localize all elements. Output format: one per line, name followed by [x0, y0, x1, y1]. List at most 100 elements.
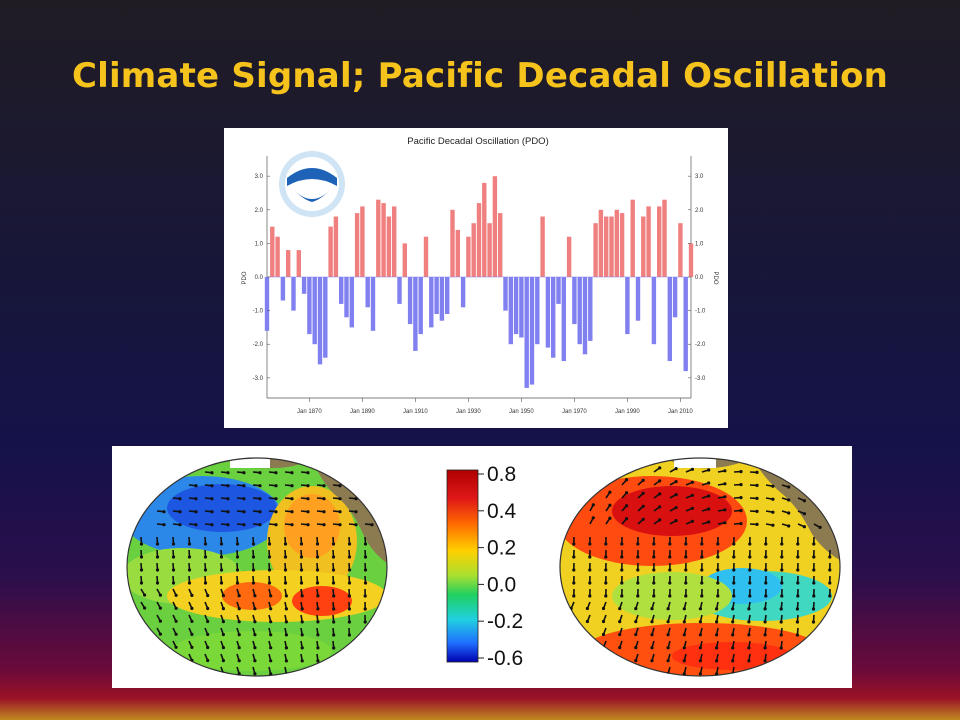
colorbar-gradient [446, 469, 479, 663]
pdo-bar [439, 277, 445, 321]
wind-arrows-right [569, 466, 832, 676]
y-axis-label-right: PDO [712, 271, 718, 284]
pdo-bar [545, 277, 551, 348]
pdo-bar [630, 199, 635, 277]
y-tick-label-right: 0.0 [695, 275, 704, 281]
pdo-bar [577, 277, 582, 345]
pdo-bar [270, 226, 275, 277]
pdo-bar [317, 277, 323, 365]
pdo-bar [466, 236, 471, 277]
pdo-bar [339, 277, 344, 304]
pdo-bar [413, 277, 418, 351]
pdo-bar [333, 216, 339, 277]
chart-title: Pacific Decadal Oscillation (PDO) [407, 136, 549, 147]
pdo-bar [641, 216, 646, 277]
pdo-bar [296, 250, 301, 277]
pdo-bar [588, 277, 593, 341]
pdo-bar [635, 277, 641, 321]
pdo-bar [429, 277, 434, 328]
y-tick-label-left: 3.0 [255, 174, 264, 180]
pdo-bar [482, 182, 487, 277]
colorbar-label: 0.4 [487, 500, 517, 523]
pdo-bar [535, 277, 540, 345]
pdo-bar [646, 206, 651, 277]
y-tick-label-right: -2.0 [695, 342, 706, 348]
pdo-bar [582, 277, 588, 355]
pdo-bar [354, 213, 360, 277]
pdo-chart: Pacific Decadal Oscillation (PDO) 3.0 3.0… [242, 136, 718, 415]
pdo-bar [450, 209, 455, 277]
pdo-bar [344, 277, 349, 318]
pdo-bar [604, 216, 609, 277]
colorbar: 0.8 0.4 0.2 0.0 -0.2 -0.6 [446, 463, 523, 670]
y-tick-label-right: -1.0 [695, 309, 706, 315]
slide-title: Climate Signal; Pacific Decadal Oscillat… [71, 56, 889, 96]
sst-map-left [127, 458, 387, 676]
colorbar-label: 0.2 [487, 537, 516, 560]
pdo-bar [307, 277, 312, 335]
pdo-bar [328, 226, 333, 277]
pdo-bar [683, 277, 688, 372]
pdo-bar [423, 236, 429, 277]
x-tick-label: Jan 1930 [456, 409, 481, 415]
pdo-bar [402, 243, 407, 277]
pdo-bar [529, 277, 535, 385]
y-tick-label-left: 0.0 [255, 275, 264, 281]
wind-arrows-left [139, 471, 374, 676]
y-axis-label-left: PDO [242, 271, 248, 284]
pdo-bar [498, 213, 503, 277]
pdo-bar [625, 277, 630, 335]
sst-maps-panel: 0.8 0.4 0.2 0.0 -0.2 -0.6 [112, 446, 852, 688]
pdo-bar [445, 277, 450, 314]
pdo-bar [370, 277, 376, 331]
pdo-bar [503, 277, 508, 311]
pdo-bar [376, 199, 381, 277]
y-tick-label-right: -3.0 [695, 376, 706, 382]
pdo-bar [619, 213, 625, 277]
pdo-bar [688, 243, 694, 277]
pdo-bar [556, 277, 561, 304]
pdo-chart-panel: Pacific Decadal Oscillation (PDO) 3.0 3.0… [224, 128, 728, 428]
y-tick-label-left: -3.0 [253, 376, 264, 382]
pdo-bar [360, 206, 365, 277]
pdo-bar [434, 277, 439, 314]
x-tick-label: Jan 2010 [668, 409, 693, 415]
pdo-bar [381, 203, 386, 277]
pdo-bar [662, 199, 667, 277]
pdo-bar [418, 277, 423, 335]
x-tick-label: Jan 1990 [615, 409, 640, 415]
pdo-bar [572, 277, 577, 325]
pdo-bar [397, 277, 402, 304]
pdo-bar [286, 250, 291, 277]
pdo-bar [667, 277, 672, 361]
pdo-bar [508, 277, 513, 345]
pdo-bar [524, 277, 529, 388]
pdo-bar [291, 277, 296, 311]
pdo-bar [566, 236, 572, 277]
y-tick-label-right: 3.0 [695, 174, 704, 180]
pdo-bar [264, 277, 270, 331]
colorbar-labels: 0.8 0.4 0.2 0.0 -0.2 -0.6 [478, 463, 523, 670]
colorbar-label: -0.6 [487, 647, 523, 670]
y-tick-label-left: 1.0 [255, 241, 264, 247]
pdo-bar [407, 277, 413, 325]
pdo-bar [492, 176, 498, 277]
pdo-bar [593, 223, 598, 277]
pdo-bar [513, 277, 519, 335]
pdo-bar [487, 223, 492, 277]
pdo-bar [614, 209, 619, 277]
pdo-bar [609, 216, 614, 277]
pdo-bar [561, 277, 566, 361]
pdo-bar [349, 277, 354, 328]
pdo-bar [551, 277, 556, 358]
x-tick-label: Jan 1970 [562, 409, 587, 415]
colorbar-label: -0.2 [487, 610, 523, 633]
pdo-bar [323, 277, 328, 358]
pdo-bar [460, 277, 466, 308]
pdo-bar [392, 206, 397, 277]
pdo-bar [471, 223, 476, 277]
pdo-bar [476, 203, 482, 277]
x-tick-label: Jan 1890 [350, 409, 375, 415]
pdo-bar [455, 229, 460, 277]
x-tick-label: Jan 1910 [403, 409, 428, 415]
